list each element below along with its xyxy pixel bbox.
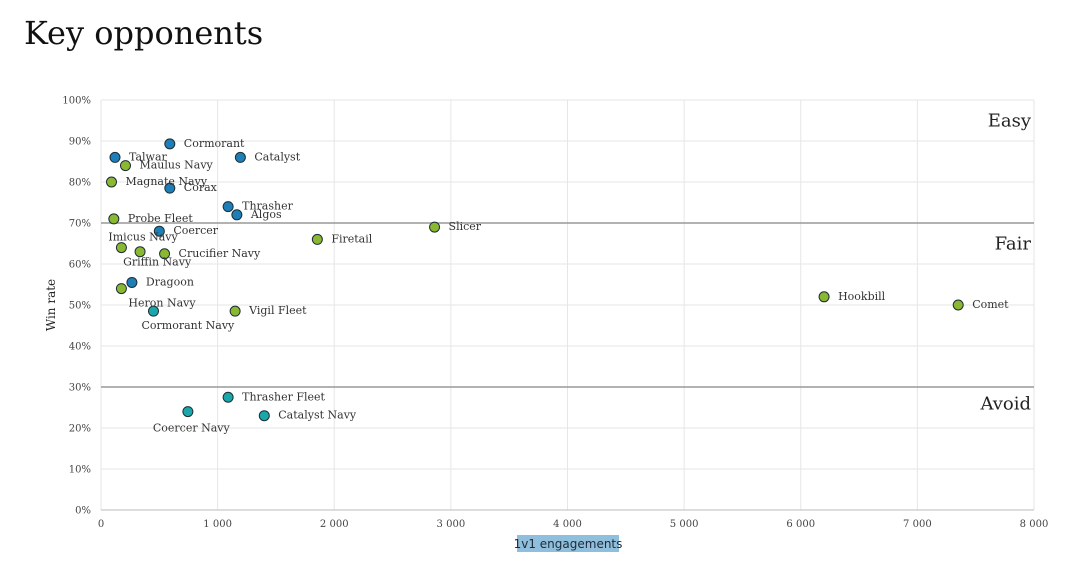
zone-label-avoid: Avoid (979, 393, 1031, 414)
data-point (115, 283, 127, 295)
data-point (105, 176, 117, 188)
data-point (952, 299, 964, 311)
data-label: Imicus Navy (108, 231, 178, 244)
x-tick-label: 2 000 (320, 519, 349, 530)
data-label: Coercer Navy (153, 422, 231, 435)
y-tick-label: 90% (69, 137, 91, 148)
y-tick-label: 0% (75, 506, 91, 517)
y-tick-label: 60% (69, 260, 91, 271)
data-point (164, 138, 176, 150)
data-label: Corax (184, 181, 218, 194)
data-label: Thrasher Fleet (242, 390, 325, 403)
data-label: Cormorant Navy (141, 319, 235, 332)
data-point (229, 305, 241, 317)
data-point (222, 391, 234, 403)
data-label: Griffin Navy (123, 256, 192, 269)
y-tick-label: 40% (69, 342, 91, 353)
data-label: Hookbill (838, 290, 886, 303)
y-axis-label: Win rate (44, 279, 58, 331)
data-point (222, 201, 234, 213)
x-tick-label: 7 000 (903, 519, 932, 530)
x-axis-label-highlight (517, 535, 619, 552)
data-label: Coercer (173, 224, 218, 237)
data-label: Slicer (449, 220, 482, 233)
y-tick-label: 80% (69, 178, 91, 189)
data-point (429, 221, 441, 233)
page-title: Key opponents (24, 14, 264, 52)
data-point (126, 276, 138, 288)
data-point (108, 213, 120, 225)
data-label: Magnate Navy (125, 175, 207, 188)
axis-layer: 0% 10% 20% 30% 40% 50% 60% 70% 80% 90% 100% 0 1 000 2… (62, 96, 1048, 531)
x-tick-label: 3 000 (437, 519, 466, 530)
data-point (134, 246, 146, 258)
data-point (164, 182, 176, 194)
x-tick-label: 6 000 (786, 519, 815, 530)
data-point (231, 209, 243, 221)
data-point (234, 151, 246, 163)
data-label: Probe Fleet (128, 212, 194, 225)
data-point (153, 225, 165, 237)
data-label: Thrasher (242, 200, 293, 213)
data-point (147, 305, 159, 317)
point-layer (105, 138, 964, 422)
data-label: Catalyst (254, 150, 300, 163)
data-label: Maulus Navy (139, 159, 213, 172)
y-tick-label: 10% (69, 465, 91, 476)
label-layer: Cormorant Talwar Catalyst Maulus Navy Magnat… (108, 137, 1009, 435)
data-point (818, 291, 830, 303)
data-label: Talwar (129, 150, 168, 163)
data-label: Comet (972, 298, 1009, 311)
x-tick-label: 5 000 (670, 519, 699, 530)
data-point (311, 233, 323, 245)
data-label: Dragoon (146, 275, 194, 288)
data-label: Firetail (331, 232, 372, 245)
data-label: Heron Navy (128, 297, 196, 310)
data-point (258, 410, 270, 422)
zone-label-fair: Fair (995, 234, 1032, 255)
data-point (159, 248, 171, 260)
data-label: Cormorant (184, 137, 245, 150)
data-point (115, 242, 127, 254)
x-axis-label: 1v1 engagements (514, 537, 623, 551)
x-tick-label: 0 (98, 519, 104, 530)
threshold-layer (101, 222, 1034, 388)
data-point (109, 151, 121, 163)
y-tick-label: 70% (69, 219, 91, 230)
y-tick-label: 50% (69, 301, 91, 312)
data-label: Crucifier Navy (179, 247, 261, 260)
x-tick-label: 1 000 (203, 519, 232, 530)
data-point (119, 160, 131, 172)
data-label: Catalyst Navy (278, 409, 357, 422)
x-tick-label: 8 000 (1020, 519, 1049, 530)
x-tick-label: 4 000 (553, 519, 582, 530)
y-tick-label: 20% (69, 424, 91, 435)
data-label: Vigil Fleet (248, 304, 307, 317)
zone-label-easy: Easy (988, 111, 1032, 132)
data-label: Algos (250, 208, 282, 221)
y-tick-label: 100% (62, 96, 91, 107)
zone-layer: Easy Fair Avoid (979, 111, 1031, 415)
data-point (182, 406, 194, 418)
y-tick-label: 30% (69, 383, 91, 394)
